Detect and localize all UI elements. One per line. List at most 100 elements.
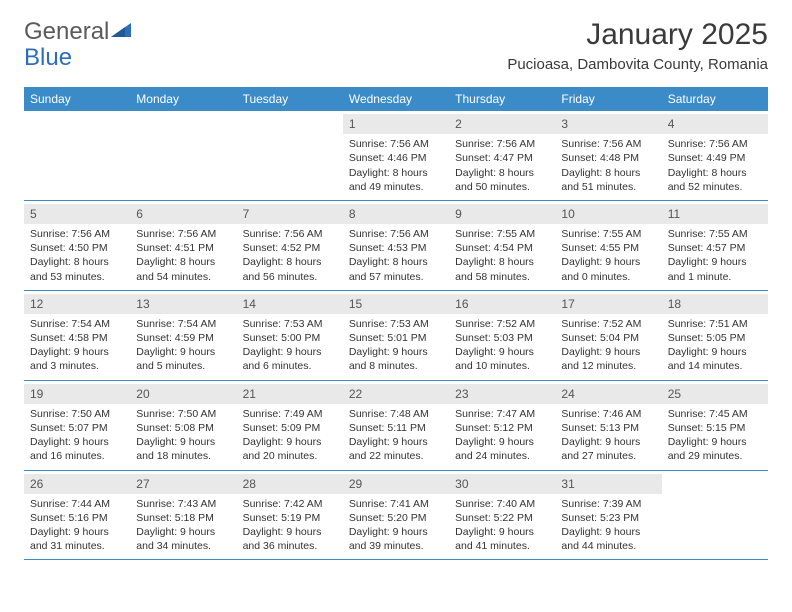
sunrise-line: Sunrise: 7:45 AM bbox=[668, 407, 762, 421]
sunrise-line: Sunrise: 7:56 AM bbox=[243, 227, 337, 241]
sunset-line: Sunset: 4:48 PM bbox=[561, 151, 655, 165]
daylight-line-2: and 53 minutes. bbox=[30, 270, 124, 284]
sunrise-line: Sunrise: 7:42 AM bbox=[243, 497, 337, 511]
daylight-line-2: and 24 minutes. bbox=[455, 449, 549, 463]
day-number: 30 bbox=[449, 474, 555, 494]
day-number: 11 bbox=[662, 204, 768, 224]
daylight-line-2: and 10 minutes. bbox=[455, 359, 549, 373]
day-number: 4 bbox=[662, 114, 768, 134]
sunset-line: Sunset: 5:03 PM bbox=[455, 331, 549, 345]
daylight-line-2: and 0 minutes. bbox=[561, 270, 655, 284]
sunrise-line: Sunrise: 7:50 AM bbox=[136, 407, 230, 421]
daylight-line-1: Daylight: 9 hours bbox=[455, 525, 549, 539]
day-header-cell: Sunday bbox=[24, 87, 130, 111]
day-number: 10 bbox=[555, 204, 661, 224]
daylight-line-2: and 49 minutes. bbox=[349, 180, 443, 194]
location: Pucioasa, Dambovita County, Romania bbox=[507, 56, 768, 73]
daylight-line-1: Daylight: 9 hours bbox=[243, 525, 337, 539]
daylight-line-2: and 34 minutes. bbox=[136, 539, 230, 553]
day-number: 29 bbox=[343, 474, 449, 494]
day-cell: 26Sunrise: 7:44 AMSunset: 5:16 PMDayligh… bbox=[24, 471, 130, 560]
day-number: 19 bbox=[24, 384, 130, 404]
sunset-line: Sunset: 4:59 PM bbox=[136, 331, 230, 345]
daylight-line-2: and 54 minutes. bbox=[136, 270, 230, 284]
daylight-line-2: and 16 minutes. bbox=[30, 449, 124, 463]
daylight-line-1: Daylight: 9 hours bbox=[561, 435, 655, 449]
day-cell: 17Sunrise: 7:52 AMSunset: 5:04 PMDayligh… bbox=[555, 291, 661, 380]
day-number: 24 bbox=[555, 384, 661, 404]
day-cell: 2Sunrise: 7:56 AMSunset: 4:47 PMDaylight… bbox=[449, 111, 555, 200]
day-cell: 30Sunrise: 7:40 AMSunset: 5:22 PMDayligh… bbox=[449, 471, 555, 560]
sunset-line: Sunset: 5:11 PM bbox=[349, 421, 443, 435]
logo: General bbox=[24, 18, 133, 46]
sunset-line: Sunset: 5:09 PM bbox=[243, 421, 337, 435]
sunrise-line: Sunrise: 7:44 AM bbox=[30, 497, 124, 511]
daylight-line-1: Daylight: 9 hours bbox=[136, 525, 230, 539]
day-cell: 12Sunrise: 7:54 AMSunset: 4:58 PMDayligh… bbox=[24, 291, 130, 380]
sunrise-line: Sunrise: 7:53 AM bbox=[243, 317, 337, 331]
day-header-cell: Tuesday bbox=[237, 87, 343, 111]
daylight-line-1: Daylight: 8 hours bbox=[668, 166, 762, 180]
daylight-line-1: Daylight: 9 hours bbox=[136, 435, 230, 449]
day-cell: 21Sunrise: 7:49 AMSunset: 5:09 PMDayligh… bbox=[237, 381, 343, 470]
day-header-cell: Thursday bbox=[449, 87, 555, 111]
day-cell: 19Sunrise: 7:50 AMSunset: 5:07 PMDayligh… bbox=[24, 381, 130, 470]
day-number: 21 bbox=[237, 384, 343, 404]
sunrise-line: Sunrise: 7:56 AM bbox=[30, 227, 124, 241]
daylight-line-1: Daylight: 8 hours bbox=[455, 255, 549, 269]
sunset-line: Sunset: 5:15 PM bbox=[668, 421, 762, 435]
day-number: 25 bbox=[662, 384, 768, 404]
daylight-line-1: Daylight: 9 hours bbox=[668, 345, 762, 359]
day-number: 23 bbox=[449, 384, 555, 404]
day-number: 27 bbox=[130, 474, 236, 494]
day-cell: 16Sunrise: 7:52 AMSunset: 5:03 PMDayligh… bbox=[449, 291, 555, 380]
sunrise-line: Sunrise: 7:54 AM bbox=[30, 317, 124, 331]
day-number: 28 bbox=[237, 474, 343, 494]
day-number: 6 bbox=[130, 204, 236, 224]
day-number: 22 bbox=[343, 384, 449, 404]
daylight-line-1: Daylight: 9 hours bbox=[668, 435, 762, 449]
day-number: 15 bbox=[343, 294, 449, 314]
day-number: 16 bbox=[449, 294, 555, 314]
sunset-line: Sunset: 4:47 PM bbox=[455, 151, 549, 165]
day-cell: 5Sunrise: 7:56 AMSunset: 4:50 PMDaylight… bbox=[24, 201, 130, 290]
sunset-line: Sunset: 4:46 PM bbox=[349, 151, 443, 165]
daylight-line-2: and 52 minutes. bbox=[668, 180, 762, 194]
daylight-line-1: Daylight: 9 hours bbox=[30, 435, 124, 449]
day-cell: 18Sunrise: 7:51 AMSunset: 5:05 PMDayligh… bbox=[662, 291, 768, 380]
sunrise-line: Sunrise: 7:49 AM bbox=[243, 407, 337, 421]
sunrise-line: Sunrise: 7:56 AM bbox=[349, 227, 443, 241]
daylight-line-1: Daylight: 9 hours bbox=[30, 525, 124, 539]
daylight-line-2: and 57 minutes. bbox=[349, 270, 443, 284]
day-number: 13 bbox=[130, 294, 236, 314]
day-cell: 15Sunrise: 7:53 AMSunset: 5:01 PMDayligh… bbox=[343, 291, 449, 380]
sunrise-line: Sunrise: 7:55 AM bbox=[668, 227, 762, 241]
daylight-line-1: Daylight: 9 hours bbox=[349, 435, 443, 449]
day-number: 18 bbox=[662, 294, 768, 314]
sunrise-line: Sunrise: 7:55 AM bbox=[455, 227, 549, 241]
sunrise-line: Sunrise: 7:52 AM bbox=[561, 317, 655, 331]
sunrise-line: Sunrise: 7:56 AM bbox=[455, 137, 549, 151]
daylight-line-1: Daylight: 8 hours bbox=[561, 166, 655, 180]
day-cell: 13Sunrise: 7:54 AMSunset: 4:59 PMDayligh… bbox=[130, 291, 236, 380]
logo-text-2: Blue bbox=[24, 44, 72, 72]
sunset-line: Sunset: 5:23 PM bbox=[561, 511, 655, 525]
daylight-line-2: and 56 minutes. bbox=[243, 270, 337, 284]
day-number: 1 bbox=[343, 114, 449, 134]
daylight-line-1: Daylight: 8 hours bbox=[136, 255, 230, 269]
empty-cell bbox=[237, 111, 343, 200]
day-cell: 24Sunrise: 7:46 AMSunset: 5:13 PMDayligh… bbox=[555, 381, 661, 470]
sunset-line: Sunset: 4:51 PM bbox=[136, 241, 230, 255]
day-cell: 10Sunrise: 7:55 AMSunset: 4:55 PMDayligh… bbox=[555, 201, 661, 290]
header: General January 2025 Pucioasa, Dambovita… bbox=[24, 18, 768, 73]
sunrise-line: Sunrise: 7:39 AM bbox=[561, 497, 655, 511]
daylight-line-2: and 3 minutes. bbox=[30, 359, 124, 373]
day-number: 20 bbox=[130, 384, 236, 404]
sunrise-line: Sunrise: 7:51 AM bbox=[668, 317, 762, 331]
day-cell: 23Sunrise: 7:47 AMSunset: 5:12 PMDayligh… bbox=[449, 381, 555, 470]
sunset-line: Sunset: 5:08 PM bbox=[136, 421, 230, 435]
day-cell: 14Sunrise: 7:53 AMSunset: 5:00 PMDayligh… bbox=[237, 291, 343, 380]
daylight-line-1: Daylight: 8 hours bbox=[349, 166, 443, 180]
sunset-line: Sunset: 5:22 PM bbox=[455, 511, 549, 525]
daylight-line-2: and 14 minutes. bbox=[668, 359, 762, 373]
